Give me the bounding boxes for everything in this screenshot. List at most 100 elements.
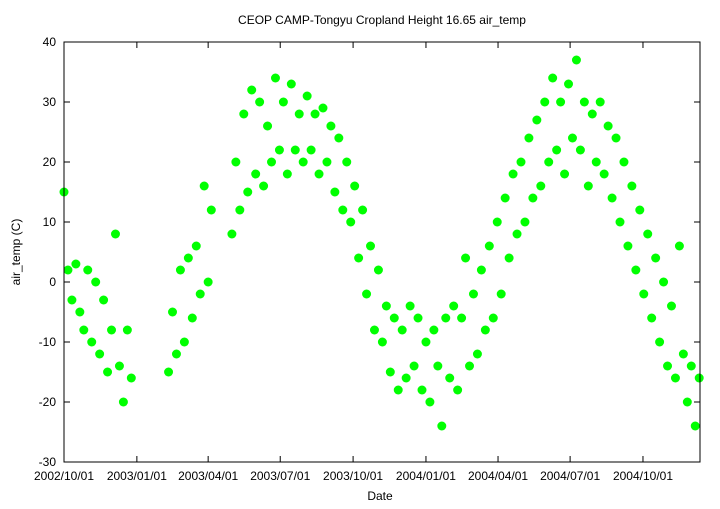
data-point (381, 301, 391, 311)
data-point (79, 325, 89, 335)
data-point (354, 253, 364, 263)
data-point (627, 181, 637, 191)
data-point (544, 157, 554, 167)
data-point (183, 253, 193, 263)
data-point (91, 277, 101, 287)
data-point (206, 205, 216, 215)
data-point (103, 367, 113, 377)
data-point (397, 325, 407, 335)
data-point (552, 145, 562, 155)
data-point (195, 289, 205, 299)
data-point (457, 313, 467, 323)
data-point (603, 121, 613, 131)
data-point (298, 157, 308, 167)
y-tick-label: -10 (39, 335, 57, 349)
data-point (290, 145, 300, 155)
x-tick-label: 2003/10/01 (323, 469, 383, 483)
data-point (118, 397, 128, 407)
data-point (694, 373, 704, 383)
data-point (75, 307, 85, 317)
data-point (643, 229, 653, 239)
data-point (389, 313, 399, 323)
data-point (599, 169, 609, 179)
data-point (393, 385, 403, 395)
data-point (334, 133, 344, 143)
data-point (564, 79, 574, 89)
data-point (110, 229, 120, 239)
data-point (385, 367, 395, 377)
data-point (655, 337, 665, 347)
data-point (670, 373, 680, 383)
data-point (358, 205, 368, 215)
data-point (191, 241, 201, 251)
data-point (579, 97, 589, 107)
data-point (480, 325, 490, 335)
data-point (405, 301, 415, 311)
data-point (306, 145, 316, 155)
data-point (666, 301, 676, 311)
data-point (203, 277, 213, 287)
chart-title: CEOP CAMP-Tongyu Cropland Height 16.65 a… (238, 13, 526, 27)
data-point (615, 217, 625, 227)
data-point (126, 373, 136, 383)
data-point (310, 109, 320, 119)
data-point (504, 253, 514, 263)
data-point (278, 97, 288, 107)
data-point (587, 109, 597, 119)
data-point (651, 253, 661, 263)
data-point (516, 157, 526, 167)
data-point (437, 421, 447, 431)
data-point (274, 145, 284, 155)
data-point (247, 85, 257, 95)
data-point (528, 193, 538, 203)
data-point (350, 181, 360, 191)
data-point (302, 91, 312, 101)
data-point (318, 103, 328, 113)
y-tick-label: 20 (43, 155, 57, 169)
data-point (362, 289, 372, 299)
data-point (647, 313, 657, 323)
data-point (99, 295, 109, 305)
data-point (259, 181, 269, 191)
data-point (472, 349, 482, 359)
x-tick-label: 2002/10/01 (34, 469, 94, 483)
x-tick-label: 2003/01/01 (107, 469, 167, 483)
data-point (67, 295, 77, 305)
data-point (346, 217, 356, 227)
data-point (512, 229, 522, 239)
data-point (231, 157, 241, 167)
y-tick-label: 10 (43, 215, 57, 229)
data-point (425, 397, 435, 407)
data-point (107, 325, 117, 335)
data-point (413, 313, 423, 323)
data-point (282, 169, 292, 179)
data-point (678, 349, 688, 359)
data-point (251, 169, 261, 179)
x-tick-label: 2004/07/01 (540, 469, 600, 483)
x-tick-label: 2003/04/01 (178, 469, 238, 483)
data-point (164, 367, 174, 377)
data-point (575, 145, 585, 155)
y-tick-label: 0 (49, 275, 56, 289)
y-tick-label: -20 (39, 395, 57, 409)
data-point (179, 337, 189, 347)
data-point (373, 265, 383, 275)
data-point (623, 241, 633, 251)
data-point (401, 373, 411, 383)
data-point (263, 121, 273, 131)
data-point (532, 115, 542, 125)
data-point (674, 241, 684, 251)
data-point (484, 241, 494, 251)
data-point (71, 259, 81, 269)
data-point (433, 361, 443, 371)
data-point (417, 385, 427, 395)
data-point (369, 325, 379, 335)
x-axis-label: Date (367, 489, 393, 503)
data-point (619, 157, 629, 167)
data-point (326, 121, 336, 131)
data-point (294, 109, 304, 119)
data-point (461, 253, 471, 263)
data-point (235, 205, 245, 215)
